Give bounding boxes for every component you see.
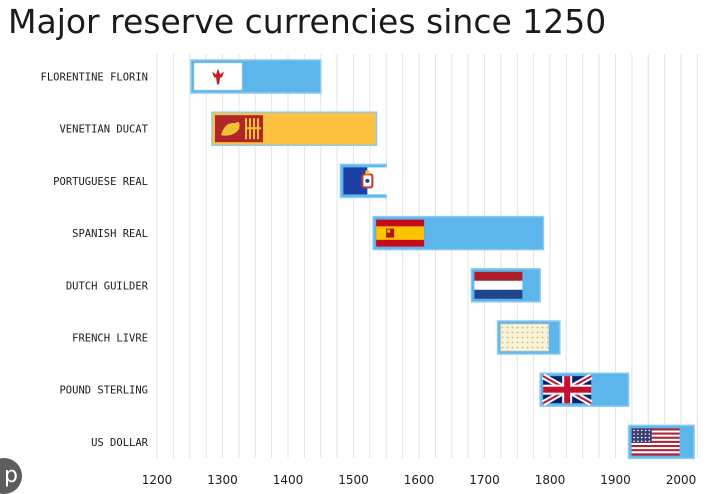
currency-label: VENETIAN DUCAT [59,124,148,136]
x-tick-label: 1400 [273,473,304,487]
florence-lily-flag-icon [193,62,243,91]
portugal-royal-flag-icon [343,167,392,195]
corner-avatar-badge[interactable]: p [0,458,22,494]
currency-label: FLORENTINE FLORIN [41,72,148,84]
spain-flag-icon [376,219,425,247]
x-tick-label: 1700 [469,473,500,487]
x-tick-label: 1200 [142,473,173,487]
currency-label: DUTCH GUILDER [66,280,149,292]
currency-bar-group [372,215,545,251]
x-tick-label: 1600 [404,473,435,487]
currency-bar-group [470,268,541,303]
france-royal-flag-icon [500,323,549,352]
x-tick-label: 1300 [207,473,238,487]
x-tick-label: 1800 [535,473,566,487]
x-tick-label: 1500 [338,473,369,487]
us-flag-icon [631,428,680,456]
currency-bar-group [211,111,378,146]
venice-lion-flag-icon [215,115,264,143]
currency-bar-group [190,59,322,94]
union-jack-flag-icon [541,373,593,406]
currency-label: PORTUGUESE REAL [53,176,148,188]
currency-label: FRENCH LIVRE [72,333,148,345]
x-tick-label: 1900 [600,473,631,487]
chart-title: Major reserve currencies since 1250 [8,2,607,41]
currency-label: POUND STERLING [59,385,148,397]
netherlands-flag-icon [474,271,523,299]
currency-bar-group [539,372,630,407]
currency-bar-group [496,320,561,355]
currency-label: US DOLLAR [91,437,149,449]
currency-bar-group [627,424,695,460]
currency-label: SPANISH REAL [72,228,148,240]
x-tick-label: 2000 [666,473,697,487]
currency-bar-group [339,163,392,199]
